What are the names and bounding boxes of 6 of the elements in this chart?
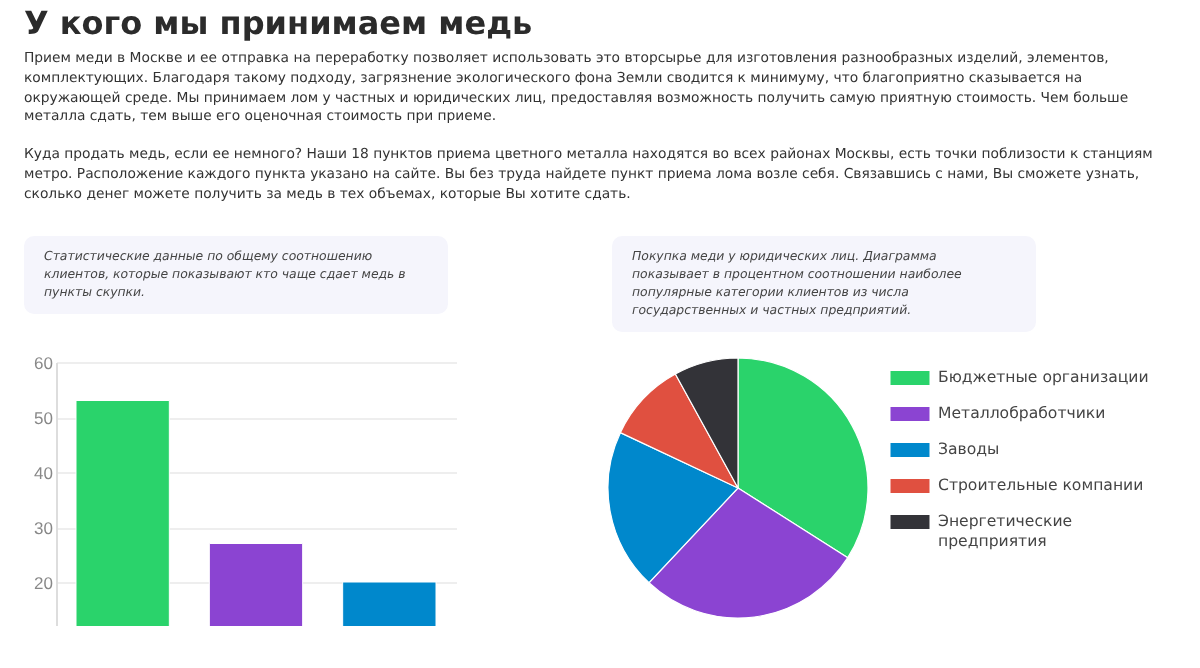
- y-tick-label: 40: [34, 463, 54, 483]
- y-tick-label: 30: [34, 518, 54, 538]
- y-tick-label: 60: [34, 353, 54, 373]
- y-tick-label: 50: [34, 408, 54, 428]
- y-tick-label: 20: [34, 573, 54, 593]
- chart-title: У кого мы принимаем медь: [24, 4, 533, 42]
